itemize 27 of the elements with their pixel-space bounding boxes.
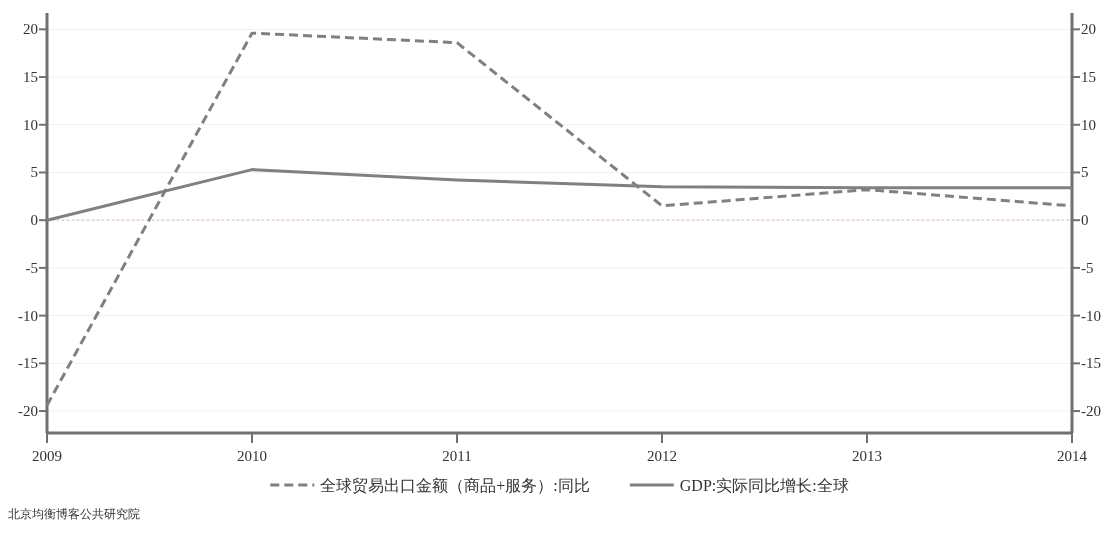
y2-tick-label: 0 bbox=[1081, 212, 1089, 229]
y-tick-label: 15 bbox=[23, 69, 38, 86]
y-tick-label: -15 bbox=[18, 355, 38, 372]
y2-tick-label: 5 bbox=[1081, 164, 1089, 181]
x-tick-label: 2012 bbox=[647, 448, 677, 464]
y2-tick-label: 10 bbox=[1081, 116, 1096, 133]
legend-label: GDP:实际同比增长:全球 bbox=[679, 477, 849, 494]
y-tick-label: 5 bbox=[30, 164, 38, 181]
y-tick-label: -10 bbox=[18, 307, 38, 324]
y2-tick-label: -5 bbox=[1081, 259, 1094, 276]
y-tick-label: -5 bbox=[25, 259, 38, 276]
y2-tick-label: 15 bbox=[1081, 69, 1096, 86]
legend-label: 全球贸易出口金额（商品+服务）:同比 bbox=[320, 477, 590, 494]
y2-tick-label: -15 bbox=[1081, 355, 1101, 372]
y-tick-label: 10 bbox=[23, 116, 38, 133]
x-tick-label: 2014 bbox=[1057, 448, 1088, 464]
text: 北京均衡博客公共研究院 bbox=[8, 507, 140, 521]
y-tick-label: 0 bbox=[30, 212, 38, 229]
x-tick-label: 2009 bbox=[32, 448, 62, 464]
y2-tick-label: -20 bbox=[1081, 403, 1101, 420]
x-tick-label: 2013 bbox=[852, 448, 882, 464]
x-tick-label: 2011 bbox=[442, 448, 472, 464]
x-tick-label: 2010 bbox=[237, 448, 267, 464]
y-tick-label: 20 bbox=[23, 21, 38, 38]
y-tick-label: -20 bbox=[18, 403, 38, 420]
y2-tick-label: 20 bbox=[1081, 21, 1096, 38]
y2-tick-label: -10 bbox=[1081, 307, 1101, 324]
